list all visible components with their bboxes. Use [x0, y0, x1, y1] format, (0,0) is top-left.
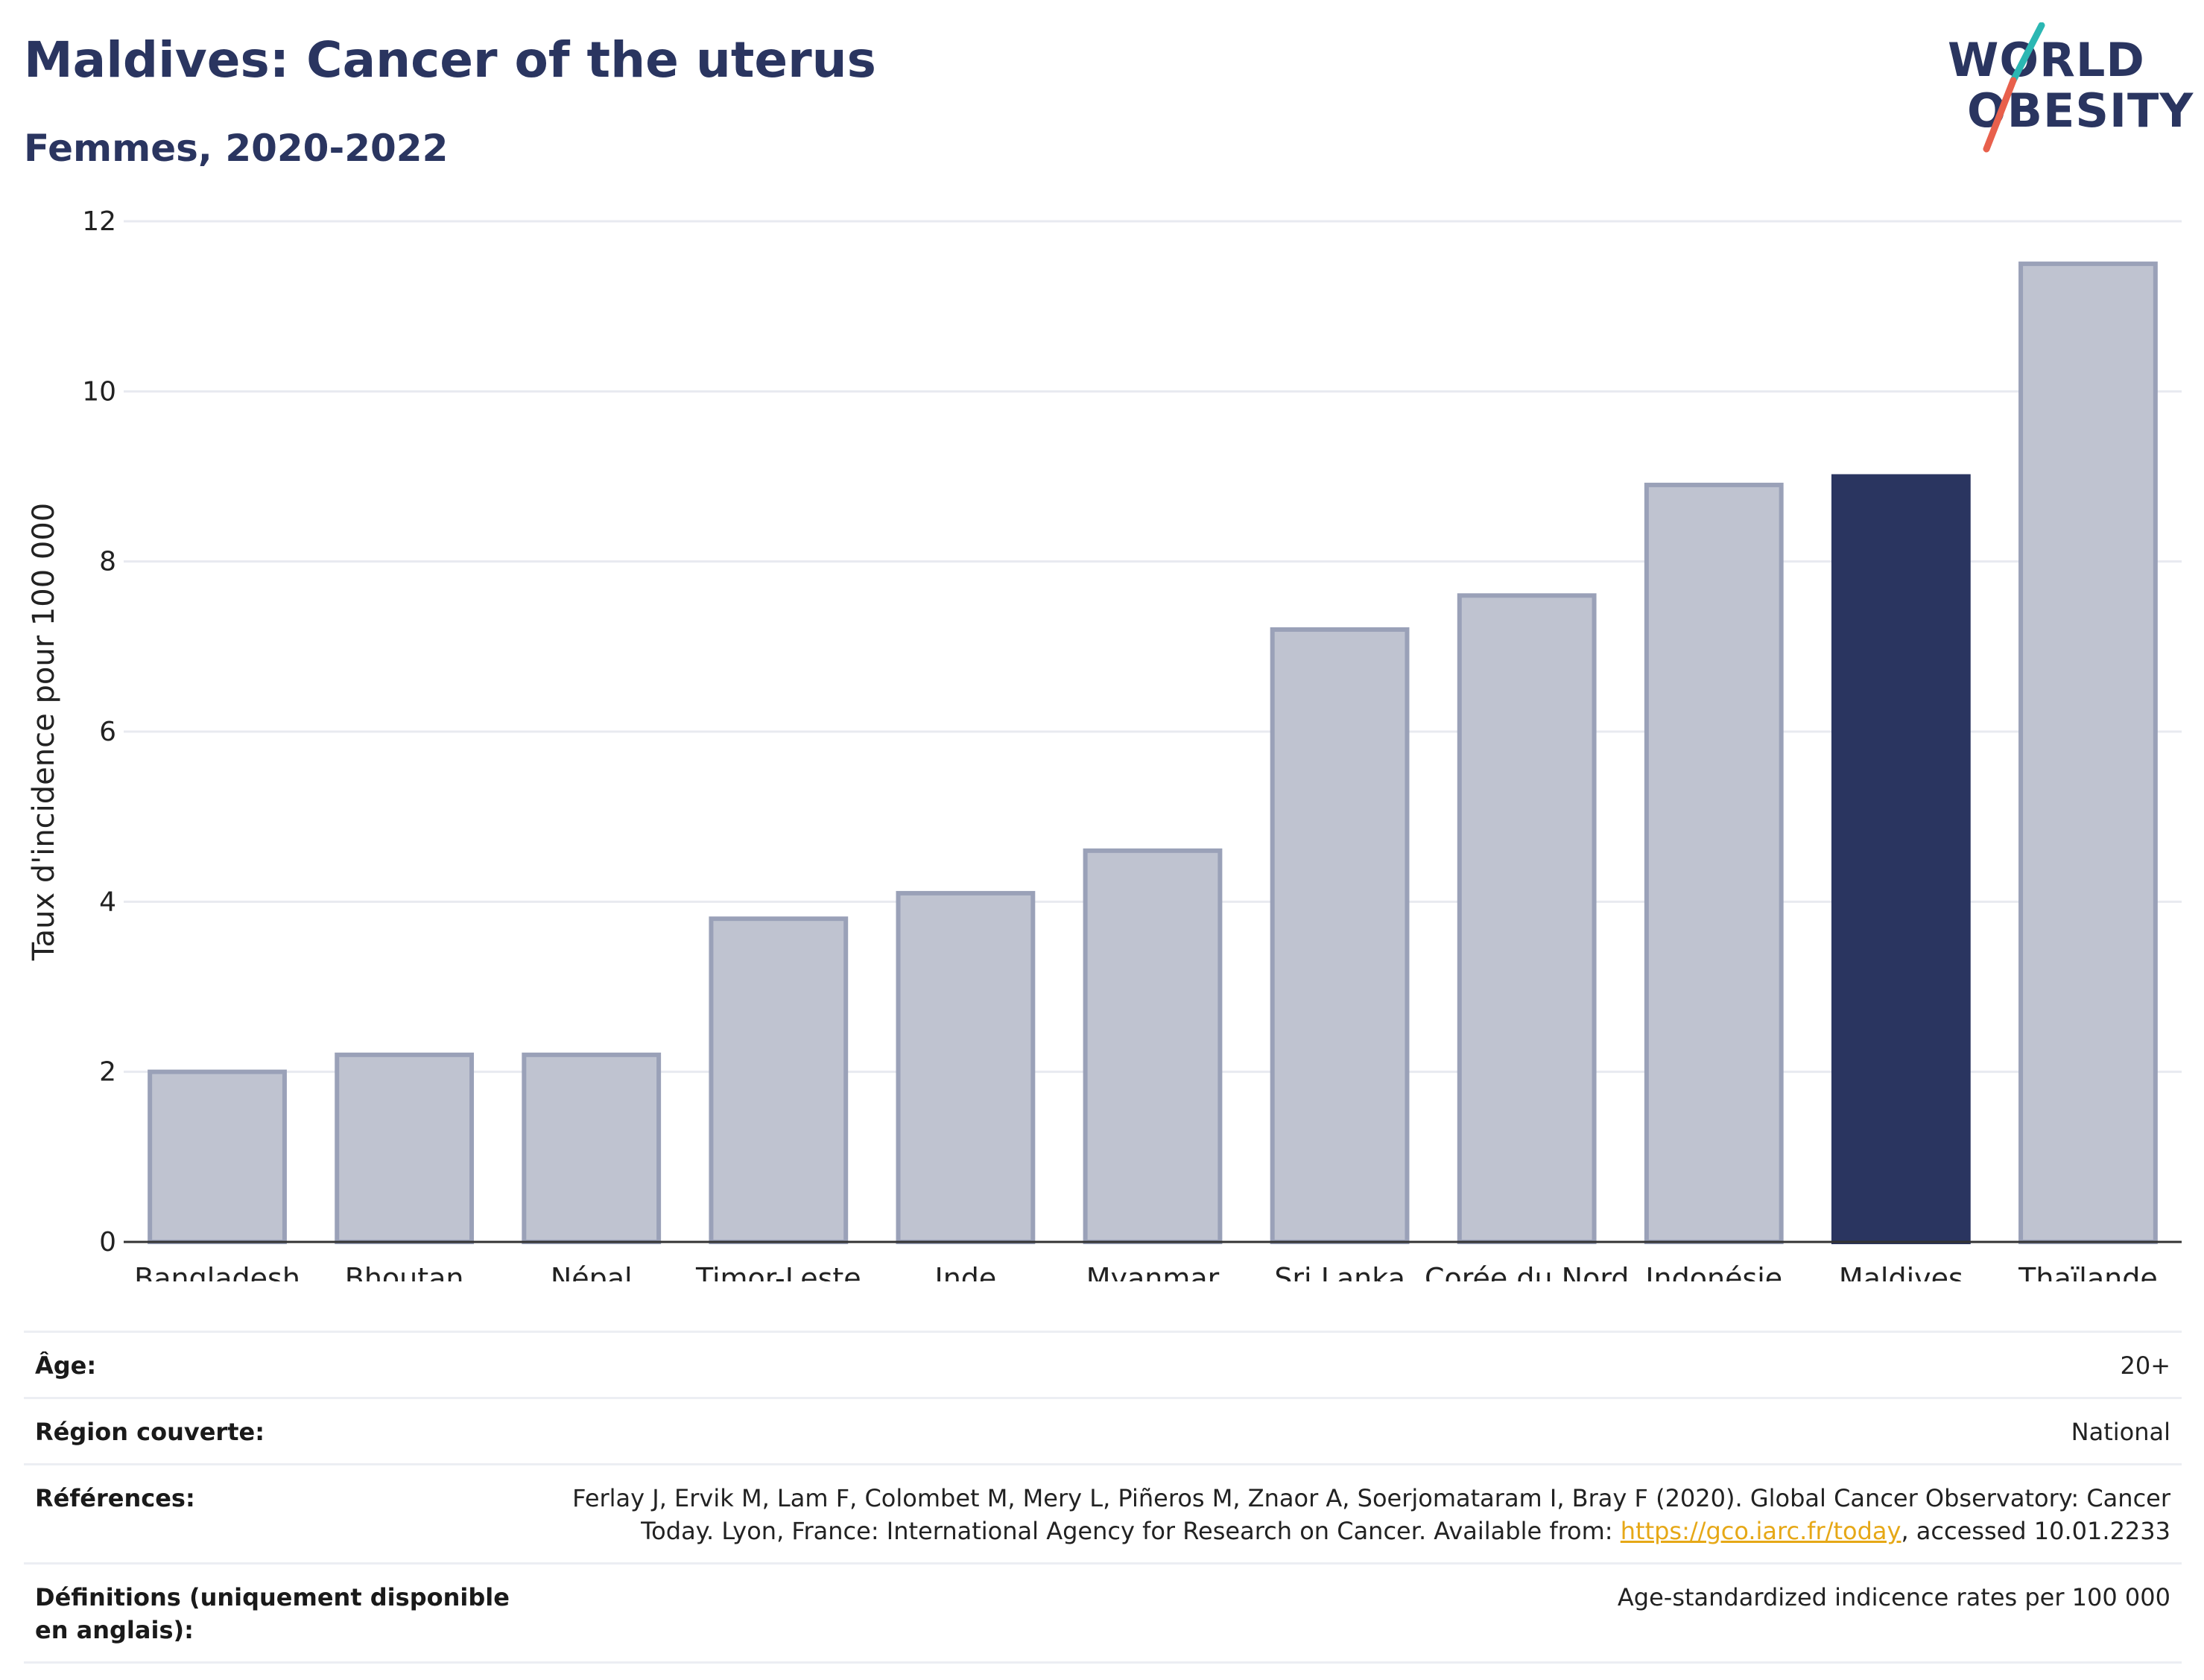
info-table: Âge: 20+ Région couverte: National Référ… [24, 1331, 2182, 1664]
info-value-definitions: Age-standardized indicence rates per 100… [1617, 1583, 2170, 1611]
logo-word-world: WORLD [1948, 33, 2145, 87]
x-tick-label: Bangladesh [134, 1262, 300, 1281]
world-obesity-logo: WORLD OBESITY [1937, 22, 2193, 156]
y-tick-label: 2 [99, 1057, 116, 1088]
bar-maldives[interactable] [1831, 474, 1971, 1244]
x-tick-label: Sri Lanka [1274, 1262, 1405, 1281]
info-row-region: Région couverte: National [24, 1397, 2182, 1463]
info-label-age: Âge: [35, 1351, 97, 1380]
info-row-age: Âge: 20+ [24, 1331, 2182, 1397]
bar-tha-lande[interactable] [2018, 261, 2158, 1244]
y-tick-label: 6 [99, 717, 116, 747]
bar-sri-lanka[interactable] [1270, 627, 1410, 1244]
y-tick-label: 12 [82, 206, 116, 237]
x-tick-label: Népal [551, 1262, 633, 1281]
chart-title: Maldives: Cancer of the uterus [24, 31, 876, 89]
reference-text: Ferlay J, Ervik M, Lam F, Colombet M, Me… [572, 1484, 2170, 1545]
x-tick-label: Maldives [1839, 1262, 1963, 1281]
x-tick-label: Timor-Leste [695, 1262, 861, 1281]
info-label-references: Références: [35, 1484, 195, 1512]
info-value-references: Ferlay J, Ervik M, Lam F, Colombet M, Me… [546, 1482, 2170, 1547]
x-tick-label: Corée du Nord [1425, 1262, 1629, 1281]
x-tick-label: Thaïlande [2018, 1262, 2158, 1281]
y-tick-label: 10 [82, 376, 116, 407]
y-axis-label: Taux d'incidence pour 100 000 [27, 503, 61, 961]
bar-inde[interactable] [896, 890, 1036, 1245]
bar-n-pal[interactable] [522, 1052, 662, 1245]
logo-slash-icon [1983, 22, 2045, 153]
reference-link[interactable]: https://gco.iarc.fr/today [1620, 1517, 1901, 1545]
bar-cor-e-du-nord[interactable] [1457, 593, 1597, 1244]
reference-accessed: , accessed 10.01.2233 [1901, 1517, 2170, 1545]
x-tick-label: Inde [935, 1262, 997, 1281]
info-value-age: 20+ [2120, 1351, 2170, 1380]
x-tick-label: Bhoutan [345, 1262, 464, 1281]
x-axis-ticks: Bangladesh Bhoutan Népal Timor-Leste Inde Mya… [134, 1262, 2158, 1281]
info-value-region: National [2071, 1418, 2170, 1446]
bar-bangladesh[interactable] [148, 1069, 287, 1244]
bars [148, 261, 2158, 1245]
y-axis-ticks: 0 2 4 6 8 10 12 [82, 206, 116, 1258]
bar-myanmar[interactable] [1083, 848, 1223, 1244]
chart-subtitle: Femmes, 2020-2022 [24, 127, 449, 170]
info-row-definitions: Définitions (uniquement disponible en an… [24, 1562, 2182, 1664]
x-tick-label: Indonésie [1645, 1262, 1782, 1281]
bar-timor-leste[interactable] [709, 916, 849, 1245]
info-label-definitions: Définitions (uniquement disponible en an… [35, 1583, 510, 1644]
y-tick-label: 4 [99, 887, 116, 917]
y-tick-label: 0 [99, 1227, 116, 1258]
y-tick-label: 8 [99, 547, 116, 577]
bar-chart: 0 2 4 6 8 10 12 Bangladesh Bhoutan Népal Timor-Le… [27, 206, 2182, 1281]
info-label-region: Région couverte: [35, 1418, 265, 1446]
bar-indon-sie[interactable] [1644, 482, 1784, 1244]
info-row-references: Références: Ferlay J, Ervik M, Lam F, Co… [24, 1463, 2182, 1562]
x-tick-label: Myanmar [1086, 1262, 1220, 1281]
bar-bhoutan[interactable] [335, 1052, 475, 1245]
